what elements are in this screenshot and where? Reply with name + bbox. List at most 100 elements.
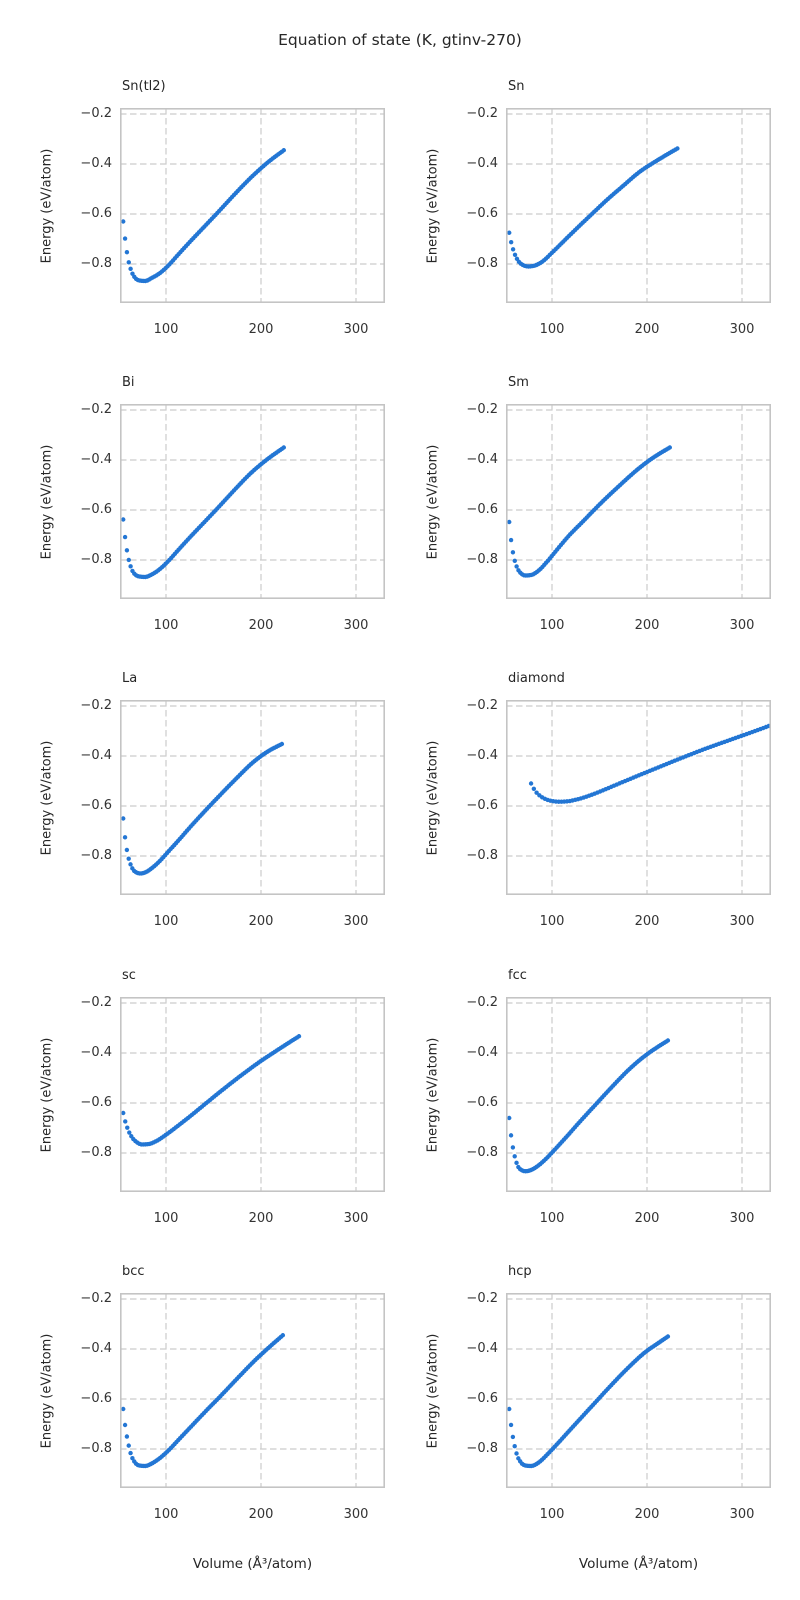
x-tick-label: 300 — [343, 322, 369, 337]
subplot-title: fcc — [508, 968, 527, 983]
scatter-series — [507, 445, 673, 578]
x-tick-label: 200 — [248, 1507, 274, 1522]
x-tick-label: 300 — [343, 914, 369, 929]
y-tick-label: −0.4 — [466, 748, 498, 763]
scatter-series — [507, 1038, 671, 1174]
y-tick-label: −0.2 — [80, 1291, 112, 1306]
y-axis-label: Energy (eV/atom) — [39, 1333, 55, 1448]
data-point — [514, 1160, 519, 1166]
scatter-series — [507, 1334, 671, 1469]
x-tick-label: 100 — [153, 914, 179, 929]
data-point — [510, 1145, 516, 1150]
data-point — [281, 148, 287, 153]
y-tick-label: −0.6 — [80, 1095, 112, 1110]
y-axis-label: Energy (eV/atom) — [39, 1037, 55, 1152]
plot-area — [506, 1293, 771, 1488]
y-tick-label: −0.2 — [466, 995, 498, 1010]
scatter-series — [121, 1034, 302, 1147]
y-tick-label: −0.8 — [466, 1441, 498, 1456]
scatter-series — [507, 146, 680, 269]
data-point — [126, 557, 131, 563]
data-point — [508, 537, 514, 543]
data-point — [128, 1450, 133, 1456]
data-point — [665, 1334, 671, 1339]
plot-border — [120, 108, 385, 303]
data-point — [508, 1422, 514, 1428]
data-point — [125, 1125, 130, 1130]
x-tick-label: 300 — [343, 618, 369, 633]
grid-lines — [120, 700, 385, 895]
y-tick-label: −0.2 — [80, 698, 112, 713]
data-point — [667, 445, 673, 450]
y-tick-label: −0.4 — [80, 748, 112, 763]
x-tick-label: 200 — [634, 1507, 660, 1522]
data-point — [675, 146, 680, 151]
data-point — [512, 252, 518, 258]
y-axis-label: Energy (eV/atom) — [39, 740, 55, 855]
scatter-series — [121, 1333, 286, 1469]
y-tick-label: −0.8 — [80, 848, 112, 863]
y-tick-label: −0.2 — [466, 106, 498, 121]
data-point — [130, 1456, 135, 1461]
scatter-series — [121, 148, 287, 284]
y-tick-label: −0.8 — [80, 1145, 112, 1160]
grid-lines — [506, 700, 771, 895]
grid-lines — [120, 404, 385, 599]
grid-lines — [506, 1293, 771, 1488]
x-tick-label: 300 — [729, 618, 755, 633]
x-tick-label: 100 — [153, 1507, 179, 1522]
subplot-title: diamond — [508, 671, 565, 686]
y-tick-label: −0.4 — [466, 156, 498, 171]
data-point — [121, 1406, 126, 1412]
grid-lines — [506, 997, 771, 1192]
y-axis-label: Energy (eV/atom) — [425, 1333, 441, 1448]
plot-area — [120, 1293, 385, 1488]
subplot-title: Sn(tl2) — [122, 79, 166, 94]
grid-lines — [120, 997, 385, 1192]
grid-lines — [506, 108, 771, 303]
x-tick-label: 200 — [634, 1211, 660, 1226]
x-tick-label: 200 — [634, 618, 660, 633]
subplot-title: Sm — [508, 375, 529, 390]
plot-area — [506, 108, 771, 303]
x-tick-label: 300 — [343, 1507, 369, 1522]
subplot-title: Sn — [508, 79, 525, 94]
y-tick-label: −0.8 — [466, 552, 498, 567]
y-tick-label: −0.6 — [80, 1391, 112, 1406]
y-tick-label: −0.8 — [466, 256, 498, 271]
plot-border — [120, 404, 385, 599]
data-point — [296, 1034, 302, 1039]
y-tick-label: −0.2 — [466, 698, 498, 713]
subplot-title: hcp — [508, 1264, 532, 1279]
x-tick-label: 300 — [343, 1211, 369, 1226]
data-point — [122, 236, 128, 241]
y-tick-label: −0.2 — [466, 402, 498, 417]
data-point — [510, 247, 516, 252]
y-tick-label: −0.8 — [466, 1145, 498, 1160]
y-axis-label: Energy (eV/atom) — [425, 148, 441, 263]
y-tick-label: −0.2 — [80, 995, 112, 1010]
plot-area — [120, 997, 385, 1192]
y-tick-label: −0.2 — [80, 106, 112, 121]
y-tick-label: −0.8 — [80, 1441, 112, 1456]
data-point — [665, 1038, 671, 1043]
y-tick-label: −0.6 — [466, 1391, 498, 1406]
x-tick-label: 100 — [539, 1507, 565, 1522]
plot-border — [120, 997, 385, 1192]
x-tick-label: 100 — [153, 1211, 179, 1226]
grid-lines — [120, 108, 385, 303]
data-point — [280, 1333, 286, 1338]
data-point — [122, 534, 128, 540]
data-point — [507, 1115, 512, 1121]
plot-border — [120, 1293, 385, 1488]
y-tick-label: −0.8 — [80, 256, 112, 271]
x-tick-label: 300 — [729, 1507, 755, 1522]
plot-border — [120, 700, 385, 895]
x-tick-label: 100 — [153, 322, 179, 337]
subplot-title: Bi — [122, 375, 135, 390]
data-point — [122, 835, 128, 840]
y-tick-label: −0.2 — [80, 402, 112, 417]
data-point — [124, 548, 130, 553]
plot-border — [506, 1293, 771, 1488]
plot-area — [120, 700, 385, 895]
